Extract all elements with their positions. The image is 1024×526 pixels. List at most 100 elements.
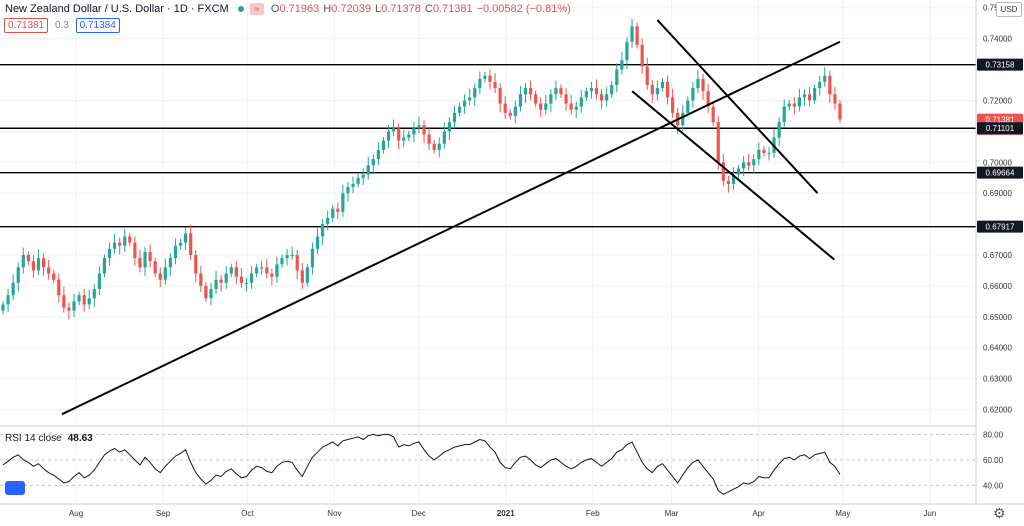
candle-body xyxy=(371,159,375,166)
candle xyxy=(67,302,71,320)
candle-body xyxy=(285,255,289,259)
candle xyxy=(392,119,396,137)
candle-body xyxy=(194,255,198,274)
candle xyxy=(833,86,837,110)
candle xyxy=(300,263,304,289)
candle-body xyxy=(392,128,396,132)
candle-body xyxy=(407,134,411,138)
symbol-title[interactable]: New Zealand Dollar / U.S. Dollar · 1D · … xyxy=(5,3,229,15)
wave-icon[interactable]: ≈ xyxy=(249,3,264,16)
price-tick-label: 0.69000 xyxy=(983,189,1012,198)
candle-body xyxy=(478,78,482,89)
candle-body xyxy=(249,273,254,283)
candle-body xyxy=(605,94,609,101)
candle xyxy=(635,22,639,49)
candle-body xyxy=(828,75,832,95)
candle xyxy=(528,80,533,101)
candle xyxy=(564,88,568,111)
candle xyxy=(523,83,528,103)
price-label-text: 0.71101 xyxy=(986,124,1015,133)
candle-body xyxy=(686,100,690,113)
candle-body xyxy=(87,298,91,305)
candle xyxy=(280,254,284,268)
candle-body xyxy=(265,267,269,274)
candle xyxy=(630,18,634,48)
candle-body xyxy=(133,242,137,259)
trend-lines[interactable] xyxy=(61,19,841,416)
tradingview-logo-icon[interactable] xyxy=(5,481,25,495)
candle-body xyxy=(1,304,5,311)
candle xyxy=(331,204,335,222)
candle-body xyxy=(168,258,172,268)
candle-body xyxy=(82,295,86,305)
candle xyxy=(356,174,360,188)
candle-body xyxy=(173,245,178,259)
price-axis[interactable]: 0.750000.740000.720000.710000.700000.690… xyxy=(975,0,1024,526)
candle xyxy=(148,244,152,268)
candle-body xyxy=(356,177,360,184)
candle xyxy=(544,94,548,115)
candle xyxy=(371,154,375,175)
rsi-pane xyxy=(0,433,976,495)
price-tick-label: 0.62000 xyxy=(983,406,1012,415)
price-label-text: 0.69664 xyxy=(986,169,1015,178)
candle-body xyxy=(574,106,578,110)
candle-body xyxy=(326,217,330,225)
horizontal-levels[interactable] xyxy=(0,63,976,228)
candle xyxy=(534,90,538,108)
trend-line[interactable] xyxy=(656,19,819,194)
price-label-bg xyxy=(977,166,1023,179)
price-tick-label: 0.67000 xyxy=(983,251,1012,260)
candle xyxy=(498,83,502,113)
candle-body xyxy=(234,267,238,277)
candle xyxy=(757,142,761,166)
candle xyxy=(118,237,122,255)
candle-body xyxy=(589,88,594,92)
candle xyxy=(326,210,330,231)
candle-body xyxy=(336,208,340,212)
candle-body xyxy=(148,251,152,262)
candle xyxy=(437,137,441,158)
candle xyxy=(447,117,451,141)
candle-body xyxy=(823,75,827,82)
candle-body xyxy=(432,143,436,150)
candle-body xyxy=(6,295,10,305)
bid-button[interactable]: 0.71381 xyxy=(4,18,49,33)
candle xyxy=(143,246,147,277)
candle xyxy=(742,156,746,176)
candle xyxy=(138,249,142,273)
ask-button[interactable]: 0.71384 xyxy=(75,18,120,33)
candle xyxy=(189,224,193,260)
candle-body xyxy=(503,103,507,113)
currency-badge[interactable]: USD xyxy=(996,2,1022,17)
candle xyxy=(539,97,543,118)
settings-icon[interactable]: ⚙ xyxy=(993,505,1006,521)
candle-body xyxy=(21,255,25,268)
candle xyxy=(16,262,20,292)
candle xyxy=(574,101,578,119)
trend-line[interactable] xyxy=(631,90,836,261)
candle xyxy=(72,293,76,317)
candle-body xyxy=(468,97,472,101)
candle xyxy=(260,261,264,275)
candle-body xyxy=(742,162,746,169)
candle-body xyxy=(457,106,462,113)
trend-line[interactable] xyxy=(61,40,841,416)
candle-body xyxy=(300,270,304,283)
ohlc-key: L xyxy=(374,3,382,15)
candle xyxy=(214,271,218,294)
candle-body xyxy=(665,81,670,98)
candle xyxy=(584,87,588,102)
candle xyxy=(493,73,497,94)
candle xyxy=(594,79,599,100)
candle xyxy=(767,146,771,161)
price-label-text: 0.73158 xyxy=(986,61,1015,70)
candle-body xyxy=(549,94,553,104)
rsi-label[interactable]: RSI 14 close xyxy=(5,433,62,444)
candle xyxy=(828,70,832,103)
time-axis[interactable]: Aug Sep Oct Nov Dec 2021 Feb Mar Apr May Jun xyxy=(0,503,1024,518)
grid-lines xyxy=(0,0,976,502)
candle xyxy=(102,254,107,278)
candle xyxy=(229,263,233,278)
